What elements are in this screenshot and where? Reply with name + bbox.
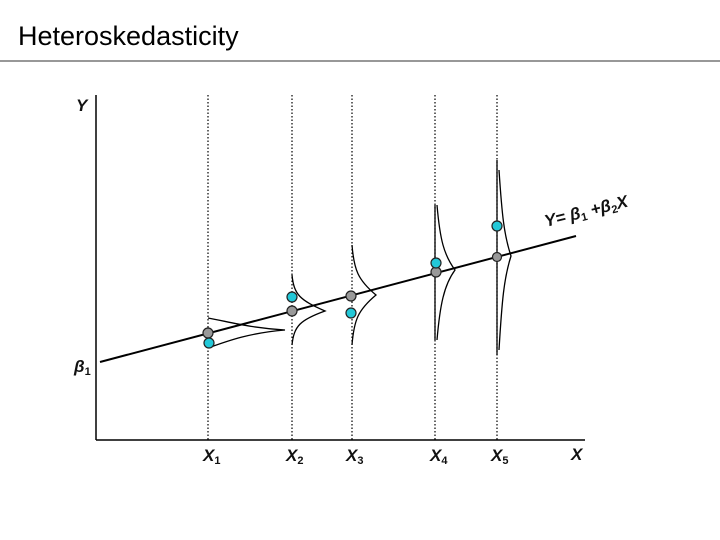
x-label-main: X [429,446,443,465]
x-label: X2 [285,446,303,467]
equation: Y= β1 +β2X [542,191,632,232]
x-label: X5 [490,446,508,467]
axes [95,95,585,441]
x-label-sub: 3 [357,455,363,467]
title: Heteroskedasticity [18,21,239,51]
intercept-main: β [73,357,85,376]
distributions [207,160,512,355]
x-label-main: X [490,446,504,465]
eq-sub: 2 [610,203,619,216]
x-label: X1 [202,446,220,467]
x-label: X3 [345,446,363,467]
x-label: X4 [429,446,448,467]
x-labels: X1 X2 X3 X4 X5 [202,446,508,467]
x-label-sub: 1 [214,455,220,467]
eq-part: + [584,199,603,221]
eq-part: β [567,204,583,225]
intercept-sub: 1 [85,366,91,378]
eq-sub: 1 [580,211,589,224]
eq-part: β [597,196,613,217]
intercept-label: β1 [73,357,91,378]
x-label-sub: 2 [297,455,303,467]
x-label-sub: 5 [502,455,508,467]
x-label-main: X [202,446,216,465]
regression-line [99,235,577,363]
x-label-main: X [285,446,299,465]
x-label-main: X [345,446,359,465]
x-label-sub: 4 [441,455,448,467]
x-axis-label: X [570,445,584,464]
points [202,220,503,349]
y-axis-label: Y [76,96,89,115]
